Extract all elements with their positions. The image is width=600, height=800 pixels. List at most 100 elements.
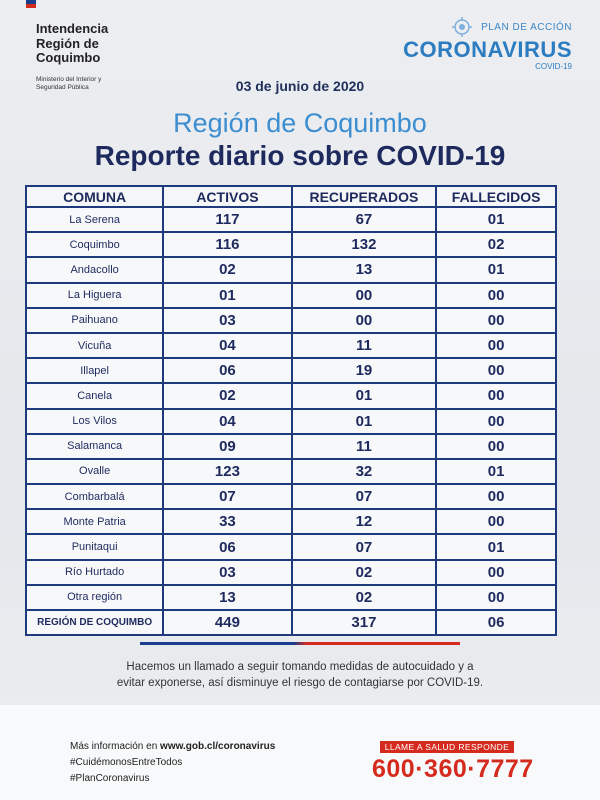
hotline-tag: LLAME A SALUD RESPONDE: [379, 741, 515, 753]
activos-cell: 01: [162, 281, 293, 309]
table-row: Paihuano 03 00 00: [24, 306, 557, 334]
divider: [140, 642, 460, 645]
activos-cell: 07: [162, 483, 293, 511]
header-recuperados: RECUPERADOS: [290, 185, 438, 208]
fallecidos-cell: 00: [435, 281, 557, 309]
table-row: Los Vilos 04 01 00: [24, 407, 557, 435]
activos-cell: 33: [162, 508, 293, 536]
fallecidos-cell: 00: [435, 558, 557, 586]
total-activos: 449: [162, 608, 293, 637]
flag-stripe-blue: [26, 0, 36, 4]
total-fallecidos: 06: [435, 608, 557, 637]
recuperados-cell: 00: [290, 306, 438, 334]
table-row: Vicuña 04 11 00: [24, 331, 557, 360]
fallecidos-cell: 00: [435, 483, 557, 511]
activos-cell: 09: [162, 432, 293, 460]
message-line-2: evitar exponerse, así disminuye el riesg…: [116, 677, 484, 689]
covid-table: COMUNA ACTIVOS RECUPERADOS FALLECIDOS La…: [24, 185, 557, 637]
recuperados-cell: 02: [290, 558, 438, 586]
activos-cell: 06: [162, 357, 293, 385]
recuperados-cell: 00: [290, 281, 438, 309]
total-recuperados: 317: [290, 608, 438, 637]
recuperados-cell: 02: [290, 583, 438, 612]
table-row: Salamanca 09 11 00: [24, 432, 557, 460]
comuna-cell: Río Hurtado: [24, 558, 165, 586]
recuperados-cell: 01: [290, 382, 438, 410]
fallecidos-cell: 01: [435, 457, 557, 486]
fallecidos-cell: 00: [435, 432, 557, 460]
table-row: Otra región 13 02 00: [24, 583, 557, 612]
advice-message: Hacemos un llamado a seguir tomando medi…: [90, 659, 510, 691]
comuna-cell: Illapel: [24, 357, 165, 385]
intendencia-logo-text: Intendencia Región de Coquimbo: [36, 21, 156, 66]
fallecidos-cell: 00: [435, 508, 557, 536]
comuna-cell: Otra región: [24, 583, 165, 612]
brand-subtitle: COVID-19: [535, 62, 572, 71]
info-url-link[interactable]: www.gob.cl/coronavirus: [160, 741, 276, 752]
table-row: Illapel 06 19 00: [24, 357, 557, 385]
activos-cell: 03: [162, 558, 293, 586]
ministry-line-2: Región de: [36, 35, 99, 51]
footer: Más información en www.gob.cl/coronaviru…: [0, 705, 600, 800]
table-row: La Serena 117 67 01: [24, 205, 557, 234]
fallecidos-cell: 00: [435, 357, 557, 385]
recuperados-cell: 01: [290, 407, 438, 435]
recuperados-cell: 32: [290, 457, 438, 486]
total-row: REGIÓN DE COQUIMBO 449 317 06: [24, 608, 557, 637]
comuna-cell: Los Vilos: [24, 407, 165, 435]
table-row: Monte Patria 33 12 00: [24, 508, 557, 536]
fallecidos-cell: 01: [435, 205, 557, 234]
recuperados-cell: 11: [290, 331, 438, 360]
fallecidos-cell: 02: [435, 231, 557, 259]
recuperados-cell: 11: [290, 432, 438, 460]
fallecidos-cell: 00: [435, 407, 557, 435]
region-title: Región de Coquimbo: [173, 108, 427, 138]
fallecidos-cell: 00: [435, 306, 557, 334]
comuna-cell: La Higuera: [24, 281, 165, 309]
message-line-1: Hacemos un llamado a seguir tomando medi…: [126, 661, 474, 673]
report-title: Reporte diario sobre COVID-19: [94, 140, 506, 171]
flag-stripe-red: [26, 4, 36, 8]
table-header-row: COMUNA ACTIVOS RECUPERADOS FALLECIDOS: [24, 185, 557, 208]
ministry-line-3: Coquimbo: [36, 50, 101, 65]
fallecidos-cell: 01: [435, 533, 557, 561]
hotline-number: 600·360·7777: [372, 755, 534, 783]
recuperados-cell: 132: [290, 231, 438, 259]
table-row: Canela 02 01 00: [24, 382, 557, 410]
table-body: La Serena 117 67 01 Coquimbo 116 132 02 Andacoll…: [24, 205, 557, 612]
comuna-cell: Andacollo: [24, 256, 165, 284]
table-row: Combarbalá 07 07 00: [24, 483, 557, 511]
header-fallecidos: FALLECIDOS: [435, 185, 557, 208]
activos-cell: 13: [162, 583, 293, 612]
header-comuna: COMUNA: [24, 185, 165, 208]
comuna-cell: La Serena: [24, 205, 165, 234]
table-row: Andacollo 02 13 01: [24, 256, 557, 284]
comuna-cell: Monte Patria: [24, 508, 165, 536]
fallecidos-cell: 01: [435, 256, 557, 284]
recuperados-cell: 12: [290, 508, 438, 536]
recuperados-cell: 13: [290, 256, 438, 284]
hashtag-2: #PlanCoronavirus: [70, 773, 150, 784]
info-line: Más información en www.gob.cl/coronaviru…: [70, 739, 275, 755]
activos-cell: 03: [162, 306, 293, 334]
plan-de-accion: PLAN DE ACCIÓN: [372, 16, 572, 38]
activos-cell: 117: [162, 205, 293, 234]
virus-icon: [452, 17, 473, 37]
comuna-cell: Paihuano: [24, 306, 165, 334]
fallecidos-cell: 00: [435, 331, 557, 360]
coronavirus-brand: PLAN DE ACCIÓN CORONAVIRUS COVID-19: [372, 16, 572, 71]
table-row: Punitaqui 06 07 01: [24, 533, 557, 561]
recuperados-cell: 07: [290, 533, 438, 561]
activos-cell: 123: [162, 457, 293, 486]
comuna-cell: Coquimbo: [24, 231, 165, 259]
ministry-sub-1: Ministerio del Interior y: [36, 76, 102, 83]
recuperados-cell: 19: [290, 357, 438, 385]
comuna-cell: Vicuña: [24, 331, 165, 360]
recuperados-cell: 67: [290, 205, 438, 234]
activos-cell: 02: [162, 256, 293, 284]
ministry-subtitle: Ministerio del Interior y Seguridad Públ…: [36, 76, 156, 92]
footer-links: Más información en www.gob.cl/coronaviru…: [70, 739, 275, 787]
ministry-line-1: Intendencia: [36, 21, 109, 36]
comuna-cell: Punitaqui: [24, 533, 165, 561]
table-row: Ovalle 123 32 01: [24, 457, 557, 486]
